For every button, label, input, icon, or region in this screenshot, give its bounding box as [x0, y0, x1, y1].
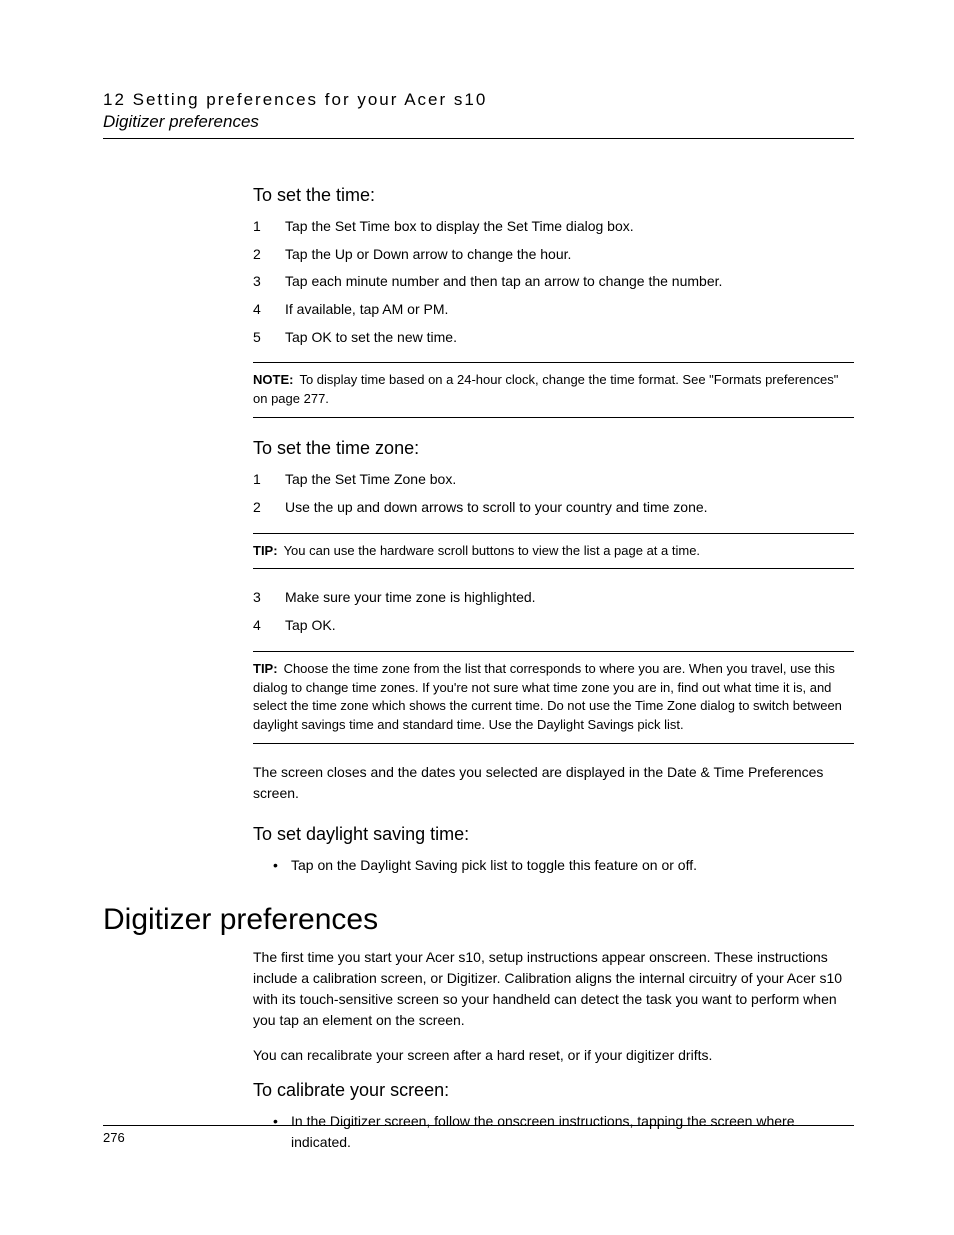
bullet-item: Tap on the Daylight Saving pick list to … [273, 855, 854, 875]
running-header: 12 Setting preferences for your Acer s10… [103, 90, 854, 132]
tip-callout: TIP:Choose the time zone from the list t… [253, 651, 854, 744]
page-number: 276 [103, 1130, 854, 1145]
manual-page: 12 Setting preferences for your Acer s10… [0, 0, 954, 1235]
digitizer-para-1: The first time you start your Acer s10, … [253, 947, 854, 1031]
note-label: NOTE: [253, 372, 293, 387]
tip-label: TIP: [253, 543, 278, 558]
heading-digitizer: Digitizer preferences [103, 903, 854, 937]
step-number: 4 [253, 615, 285, 637]
tip-text: You can use the hardware scroll buttons … [284, 543, 700, 558]
section-title: Digitizer preferences [103, 112, 854, 132]
step-item: 1Tap the Set Time Zone box. [253, 469, 854, 491]
set-zone-block: To set the time zone: 1Tap the Set Time … [253, 438, 854, 804]
step-number: 2 [253, 244, 285, 266]
step-text: If available, tap AM or PM. [285, 299, 448, 321]
set-time-block: To set the time: 1Tap the Set Time box t… [253, 185, 854, 418]
tip-text: Choose the time zone from the list that … [253, 661, 842, 733]
tip-callout: TIP: You can use the hardware scroll butt… [253, 533, 854, 570]
heading-calibrate: To calibrate your screen: [253, 1080, 854, 1101]
step-number: 4 [253, 299, 285, 321]
note-callout: NOTE:To display time based on a 24-hour … [253, 362, 854, 418]
step-text: Tap the Up or Down arrow to change the h… [285, 244, 571, 266]
heading-set-time: To set the time: [253, 185, 854, 206]
step-number: 5 [253, 327, 285, 349]
step-number: 3 [253, 587, 285, 609]
step-item: 3Make sure your time zone is highlighted… [253, 587, 854, 609]
step-number: 3 [253, 271, 285, 293]
step-text: Tap each minute number and then tap an a… [285, 271, 722, 293]
digitizer-para-2: You can recalibrate your screen after a … [253, 1045, 854, 1066]
step-number: 2 [253, 497, 285, 519]
header-rule [103, 138, 854, 139]
page-content: To set the time: 1Tap the Set Time box t… [253, 185, 854, 1152]
dst-bullets: Tap on the Daylight Saving pick list to … [273, 855, 854, 875]
step-item: 5Tap OK to set the new time. [253, 327, 854, 349]
bullet-text: Tap on the Daylight Saving pick list to … [291, 855, 697, 875]
step-text: Tap OK to set the new time. [285, 327, 457, 349]
digitizer-title-wrap: Digitizer preferences [103, 903, 854, 937]
heading-dst: To set daylight saving time: [253, 824, 854, 845]
zone-after-para: The screen closes and the dates you sele… [253, 762, 854, 804]
footer-rule [103, 1125, 854, 1126]
set-time-steps: 1Tap the Set Time box to display the Set… [253, 216, 854, 348]
step-item: 2Use the up and down arrows to scroll to… [253, 497, 854, 519]
heading-set-zone: To set the time zone: [253, 438, 854, 459]
step-text: Tap OK. [285, 615, 336, 637]
step-item: 3Tap each minute number and then tap an … [253, 271, 854, 293]
set-zone-steps-b: 3Make sure your time zone is highlighted… [253, 587, 854, 636]
step-number: 1 [253, 216, 285, 238]
note-text: To display time based on a 24-hour clock… [253, 372, 838, 406]
step-text: Use the up and down arrows to scroll to … [285, 497, 708, 519]
chapter-title: 12 Setting preferences for your Acer s10 [103, 90, 854, 110]
step-item: 4Tap OK. [253, 615, 854, 637]
step-number: 1 [253, 469, 285, 491]
step-item: 2Tap the Up or Down arrow to change the … [253, 244, 854, 266]
tip-label: TIP: [253, 661, 278, 676]
page-footer: 276 [103, 1125, 854, 1145]
set-zone-steps-a: 1Tap the Set Time Zone box. 2Use the up … [253, 469, 854, 518]
step-item: 4If available, tap AM or PM. [253, 299, 854, 321]
step-text: Tap the Set Time Zone box. [285, 469, 456, 491]
dst-block: To set daylight saving time: Tap on the … [253, 824, 854, 875]
step-item: 1Tap the Set Time box to display the Set… [253, 216, 854, 238]
step-text: Make sure your time zone is highlighted. [285, 587, 536, 609]
step-text: Tap the Set Time box to display the Set … [285, 216, 634, 238]
